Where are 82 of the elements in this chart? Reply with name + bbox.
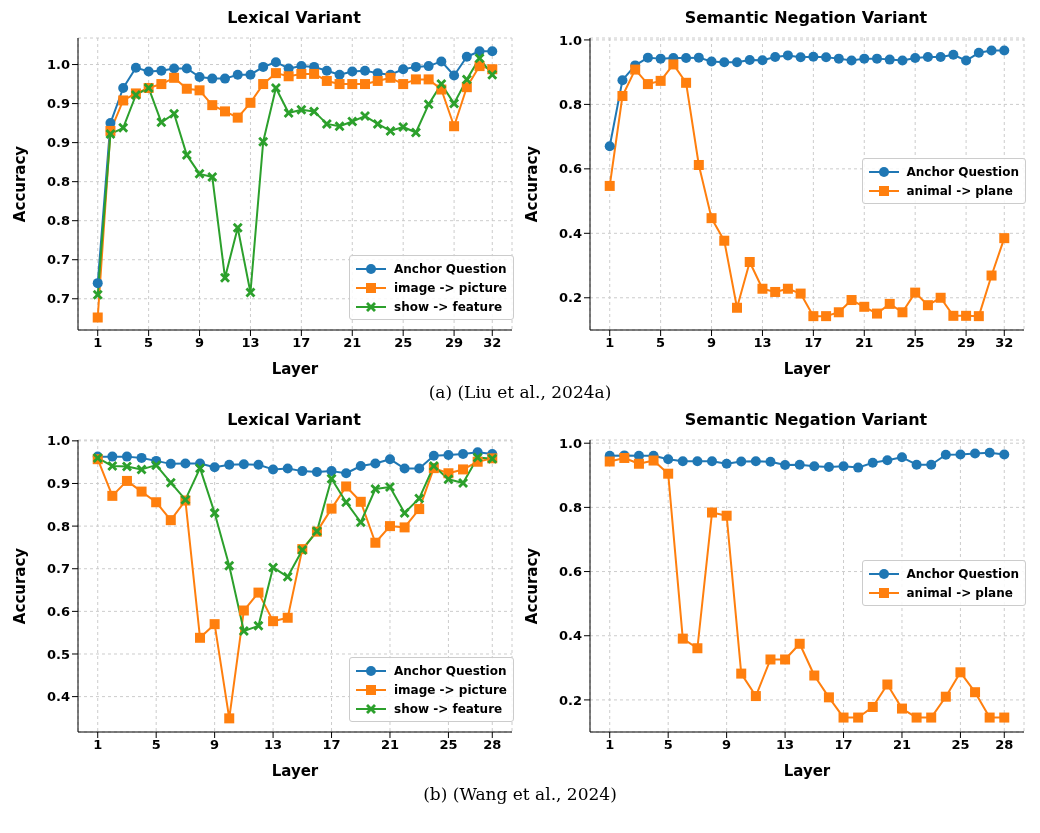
x-tick-label: 25 — [906, 335, 925, 351]
y-tick-label: 0.6 — [46, 603, 70, 619]
y-tick-label: 0.2 — [558, 692, 582, 708]
x-axis-title: Layer — [783, 360, 831, 378]
legend-label: show -> feature — [394, 701, 503, 716]
y-tick-label: 0.5 — [46, 646, 70, 662]
x-tick-label: 5 — [151, 737, 161, 753]
y-tick-label: 0.6 — [558, 564, 582, 580]
x-tick-label: 9 — [210, 737, 220, 753]
x-tick-label: 13 — [753, 335, 772, 351]
x-tick-label: 32 — [995, 335, 1014, 351]
x-tick-label: 1 — [93, 335, 103, 351]
x-tick-label: 5 — [656, 335, 666, 351]
x-tick-label: 1 — [93, 737, 103, 753]
y-tick-label: 0.7 — [46, 291, 70, 307]
legend-label: image -> picture — [394, 682, 507, 697]
y-tick-label: 0.9 — [46, 135, 70, 151]
y-tick-label: 0.4 — [558, 225, 582, 241]
x-tick-label: 9 — [722, 737, 732, 753]
legend-label: Anchor Question — [906, 164, 1019, 179]
x-tick-label: 25 — [394, 335, 413, 351]
y-tick-label: 1.0 — [558, 435, 582, 451]
legend-label: show -> feature — [394, 299, 503, 314]
y-tick-label: 0.6 — [558, 161, 582, 177]
y-tick-label: 0.8 — [46, 213, 70, 229]
x-tick-label: 9 — [195, 335, 205, 351]
x-tick-label: 32 — [483, 335, 502, 351]
y-tick-label: 0.9 — [46, 96, 70, 112]
y-tick-label: 0.8 — [558, 500, 582, 515]
x-axis-title: Layer — [783, 762, 831, 780]
y-tick-label: 1.0 — [46, 57, 70, 73]
x-tick-label: 29 — [957, 335, 976, 351]
x-tick-label: 29 — [445, 335, 464, 351]
chart-title: Semantic Negation Variant — [683, 410, 929, 430]
x-tick-label: 21 — [343, 335, 362, 351]
x-tick-label: 17 — [804, 335, 823, 351]
x-tick-label: 13 — [241, 335, 260, 351]
x-tick-label: 21 — [380, 737, 400, 753]
x-tick-label: 5 — [663, 737, 673, 753]
legend-label: Anchor Question — [394, 261, 507, 276]
y-tick-label: 0.8 — [46, 174, 70, 190]
text: (b) (Wang et al., 2024) — [423, 784, 617, 804]
y-axis-title: Accuracy — [523, 547, 542, 625]
y-tick-label: 0.7 — [46, 252, 70, 268]
legend-label: image -> picture — [394, 280, 507, 295]
x-axis-title: Layer — [271, 360, 319, 378]
y-axis-title: Accuracy — [11, 145, 30, 223]
x-tick-label: 5 — [144, 335, 154, 351]
x-tick-label: 25 — [439, 737, 458, 753]
x-tick-label: 28 — [995, 737, 1014, 753]
x-axis-title: Layer — [271, 762, 319, 780]
y-tick-label: 0.7 — [46, 561, 70, 577]
x-tick-label: 21 — [855, 335, 874, 351]
legend-label: Anchor Question — [394, 663, 507, 678]
x-tick-label: 25 — [951, 737, 970, 753]
y-tick-label: 0.4 — [558, 628, 582, 644]
chart-title: Semantic Negation Variant — [683, 8, 929, 28]
x-tick-label: 17 — [322, 737, 341, 753]
x-tick-label: 9 — [707, 335, 717, 351]
legend-label: animal -> plane — [906, 183, 1013, 198]
y-tick-label: 0.9 — [46, 476, 70, 492]
x-tick-label: 17 — [834, 737, 853, 753]
y-tick-label: 1.0 — [558, 32, 582, 48]
y-tick-label: 0.2 — [558, 290, 582, 306]
x-tick-label: 13 — [264, 737, 283, 753]
y-tick-label: 1.0 — [46, 433, 70, 449]
legend-label: animal -> plane — [906, 585, 1013, 600]
y-axis-title: Accuracy — [523, 145, 542, 223]
legend-label: Anchor Question — [906, 566, 1019, 581]
y-tick-label: 0.8 — [46, 518, 70, 534]
x-tick-label: 21 — [892, 737, 912, 753]
y-tick-label: 0.8 — [558, 97, 582, 113]
x-tick-label: 1 — [605, 737, 615, 753]
x-tick-label: 28 — [483, 737, 502, 753]
x-tick-label: 13 — [776, 737, 795, 753]
text: (a) (Liu et al., 2024a) — [428, 382, 612, 402]
y-axis-title: Accuracy — [11, 547, 30, 625]
chart-title: Lexical Variant — [226, 410, 362, 430]
y-tick-label: 0.4 — [46, 689, 70, 705]
x-tick-label: 17 — [292, 335, 311, 351]
x-tick-label: 1 — [605, 335, 615, 351]
chart-title: Lexical Variant — [226, 8, 362, 28]
